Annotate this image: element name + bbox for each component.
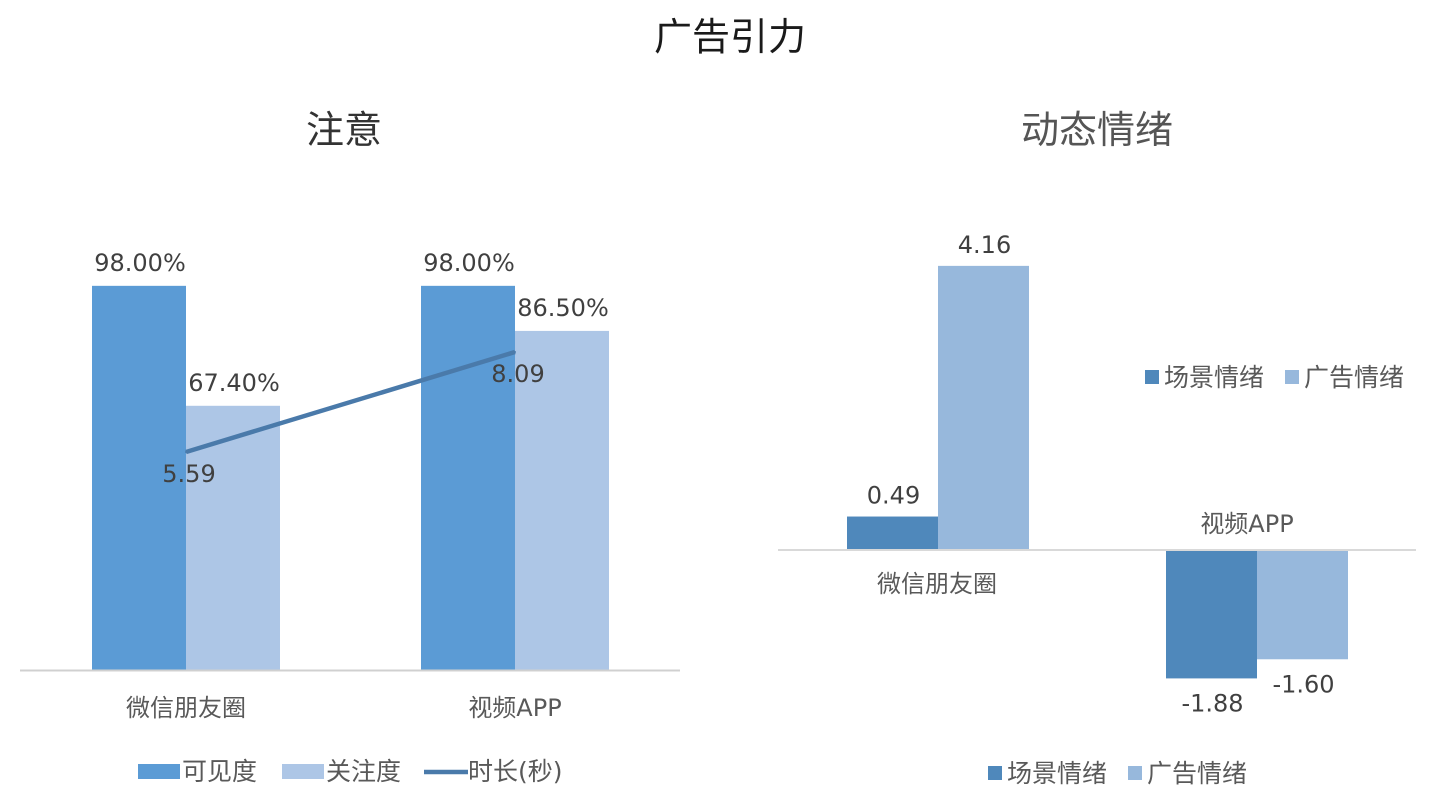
bar-ad-emotion-0 xyxy=(938,265,1029,550)
legend-label: 广告情绪 xyxy=(1147,759,1247,788)
duration-label: 5.59 xyxy=(162,460,215,488)
legend-swatch xyxy=(1128,766,1142,780)
bar-scene-emotion-1 xyxy=(1166,550,1257,679)
bar-label: -1.60 xyxy=(1272,670,1334,698)
legend-label: 广告情绪 xyxy=(1304,363,1404,392)
emotion-legend-bottom: 场景情绪 广告情绪 xyxy=(988,759,1247,788)
legend-label: 时长(秒) xyxy=(468,757,563,786)
legend-swatch xyxy=(138,764,180,779)
legend-swatch xyxy=(1285,370,1299,384)
bar-visibility-0 xyxy=(92,285,186,670)
category-label: 微信朋友圈 xyxy=(877,570,997,598)
duration-line xyxy=(185,349,516,455)
bar-label: -1.88 xyxy=(1181,689,1243,717)
bar-label: 98.00% xyxy=(94,249,186,277)
legend-label: 场景情绪 xyxy=(1007,759,1107,788)
duration-point xyxy=(514,351,516,353)
bar-label: 98.00% xyxy=(423,249,515,277)
bar-attention-0 xyxy=(186,405,280,670)
bar-ad-emotion-1 xyxy=(1257,550,1348,660)
bar-label: 0.49 xyxy=(867,482,920,510)
bar-attention-1 xyxy=(515,330,609,670)
attention-legend: 可见度 关注度 时长(秒) xyxy=(138,757,563,786)
duration-point xyxy=(185,451,187,453)
bar-visibility-1 xyxy=(421,285,515,670)
bar-label: 86.50% xyxy=(517,294,609,322)
emotion-legend-right: 场景情绪 广告情绪 xyxy=(1145,363,1404,392)
category-label: 微信朋友圈 xyxy=(126,694,246,722)
legend-swatch xyxy=(988,766,1002,780)
category-label: 视频APP xyxy=(1200,510,1293,538)
attention-chart-title: 注意 xyxy=(306,108,382,152)
bar-label: 67.40% xyxy=(188,369,280,397)
category-label: 视频APP xyxy=(468,694,561,722)
legend-swatch xyxy=(282,764,324,779)
legend-label: 场景情绪 xyxy=(1164,363,1264,392)
duration-label: 8.09 xyxy=(491,360,544,388)
bar-scene-emotion-0 xyxy=(847,516,938,550)
legend-label: 可见度 xyxy=(182,757,257,786)
emotion-chart-title: 动态情绪 xyxy=(1021,108,1173,152)
legend-swatch xyxy=(1145,370,1159,384)
bar-label: 4.16 xyxy=(958,231,1011,259)
main-title: 广告引力 xyxy=(654,15,806,59)
legend-label: 关注度 xyxy=(326,757,401,786)
